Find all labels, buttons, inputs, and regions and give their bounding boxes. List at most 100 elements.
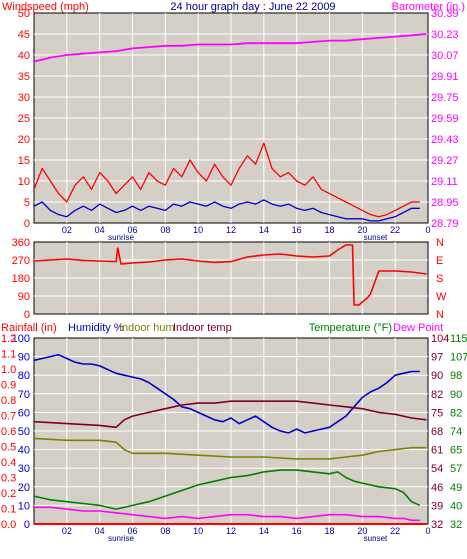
x-tick-label: 20	[357, 225, 367, 235]
sunrise-label: sunrise	[108, 233, 134, 242]
compass-tick-label: N	[436, 237, 444, 249]
x-tick-label: 10	[193, 225, 203, 235]
outdoor-temp-tick-label: 74	[450, 426, 462, 438]
barometer-tick-label: 29.75	[431, 92, 459, 104]
rain-tick-label: 0.1	[1, 504, 16, 516]
x-tick-label: 02	[62, 526, 72, 536]
humidity-tick-label: 40	[18, 445, 30, 457]
legend-indoor-temp: Indoor temp	[173, 322, 232, 334]
legend-humidity: Humidity %	[68, 322, 124, 334]
wind-direction-series	[33, 244, 427, 306]
x-tick-label: 06	[127, 225, 137, 235]
wind-gust-series	[33, 142, 420, 218]
wind-tick-label: 35	[18, 71, 30, 83]
rain-tick-label: 1.1	[1, 349, 16, 361]
temperature-series	[33, 469, 421, 510]
rainfall-axis-label: Rainfall (in)	[1, 322, 57, 334]
temp-tick-label: 68	[431, 426, 443, 438]
temp-tick-label: 54	[431, 463, 443, 475]
rain-tick-label: 0.5	[1, 442, 16, 454]
rain-tick-label: 0.9	[1, 380, 16, 392]
rain-tick-label: 0.7	[1, 411, 16, 423]
temp-tick-label: 90	[431, 370, 443, 382]
temp-tick-label: 61	[431, 445, 443, 457]
humidity-tick-label: 10	[18, 500, 30, 512]
direction-tick-label: 0	[24, 309, 30, 321]
rain-tick-label: 1.2	[1, 333, 16, 345]
x-tick-label: 0	[425, 225, 430, 235]
x-tick-label: 12	[226, 526, 236, 536]
barometer-tick-label: 30.39	[431, 8, 459, 20]
grid-lines	[34, 13, 428, 524]
x-tick-label: 14	[259, 526, 269, 536]
wind-tick-label: 20	[18, 134, 30, 146]
wind-tick-label: 10	[18, 176, 30, 188]
wind-avg-series	[33, 199, 420, 222]
x-tick-label: 12	[226, 225, 236, 235]
humidity-tick-label: 70	[18, 389, 30, 401]
outdoor-temp-tick-label: 49	[450, 482, 462, 494]
rain-tick-label: 1.0	[1, 364, 16, 376]
outdoor-temp-tick-label: 90	[450, 389, 462, 401]
temp-tick-label: 97	[431, 352, 443, 364]
rain-tick-label: 0.3	[1, 473, 16, 485]
indoor-hum-series	[33, 437, 427, 460]
rain-tick-label: 0.2	[1, 488, 16, 500]
outdoor-temp-tick-label: 107	[450, 352, 467, 364]
barometer-tick-label: 29.91	[431, 71, 459, 83]
outdoor-temp-tick-label: 98	[450, 370, 462, 382]
wind-tick-label: 15	[18, 155, 30, 167]
outdoor-temp-tick-label: 40	[450, 500, 462, 512]
barometer-tick-label: 29.27	[431, 155, 459, 167]
barometer-tick-label: 29.59	[431, 113, 459, 125]
x-tick-label: 06	[127, 526, 137, 536]
humidity-series	[33, 353, 420, 434]
wind-tick-label: 40	[18, 50, 30, 62]
humidity-tick-label: 60	[18, 407, 30, 419]
x-tick-label: 16	[292, 526, 302, 536]
barometer-tick-label: 30.07	[431, 50, 459, 62]
temp-tick-label: 75	[431, 407, 443, 419]
humidity-tick-label: 0	[24, 519, 30, 531]
x-tick-label: 22	[390, 526, 400, 536]
direction-tick-label: 180	[12, 273, 30, 285]
x-tick-label: 04	[95, 526, 105, 536]
rain-tick-label: 0.8	[1, 395, 16, 407]
wind-tick-label: 0	[24, 218, 30, 230]
temp-tick-label: 39	[431, 500, 443, 512]
barometer-series	[33, 33, 427, 63]
rain-tick-label: 0.4	[1, 457, 16, 469]
wind-tick-label: 50	[18, 8, 30, 20]
x-tick-label: 08	[160, 526, 170, 536]
outdoor-temp-tick-label: 82	[450, 407, 462, 419]
compass-tick-label: S	[436, 273, 443, 285]
temp-tick-label: 32	[431, 519, 443, 531]
compass-tick-label: W	[436, 291, 447, 303]
direction-tick-label: 360	[12, 237, 30, 249]
legend-temperature: Temperature (°F)	[309, 322, 392, 334]
barometer-tick-label: 29.11	[431, 176, 458, 188]
x-tick-label: 14	[259, 225, 269, 235]
x-tick-label: 04	[95, 225, 105, 235]
indoor-temp-series	[33, 400, 427, 429]
x-tick-label: 16	[292, 225, 302, 235]
compass-tick-label: N	[436, 309, 444, 321]
humidity-tick-label: 90	[18, 352, 30, 364]
direction-tick-label: 90	[18, 291, 30, 303]
series-lines	[33, 33, 427, 525]
legend-dew-point: Dew Point	[393, 322, 443, 334]
sunrise-label: sunrise	[108, 534, 134, 543]
outdoor-temp-tick-label: 32	[450, 519, 462, 531]
x-tick-label: 02	[62, 225, 72, 235]
wind-axis-label: Windspeed (mph)	[2, 1, 89, 13]
rain-tick-label: 0.6	[1, 426, 16, 438]
wind-tick-label: 5	[24, 197, 30, 209]
x-tick-label: 18	[324, 526, 334, 536]
dew-point-series	[34, 506, 420, 522]
x-tick-label: 08	[160, 225, 170, 235]
legend-indoor-hum: Indoor hum	[119, 322, 175, 334]
barometer-tick-label: 30.23	[431, 29, 459, 41]
x-tick-label: 20	[357, 526, 367, 536]
